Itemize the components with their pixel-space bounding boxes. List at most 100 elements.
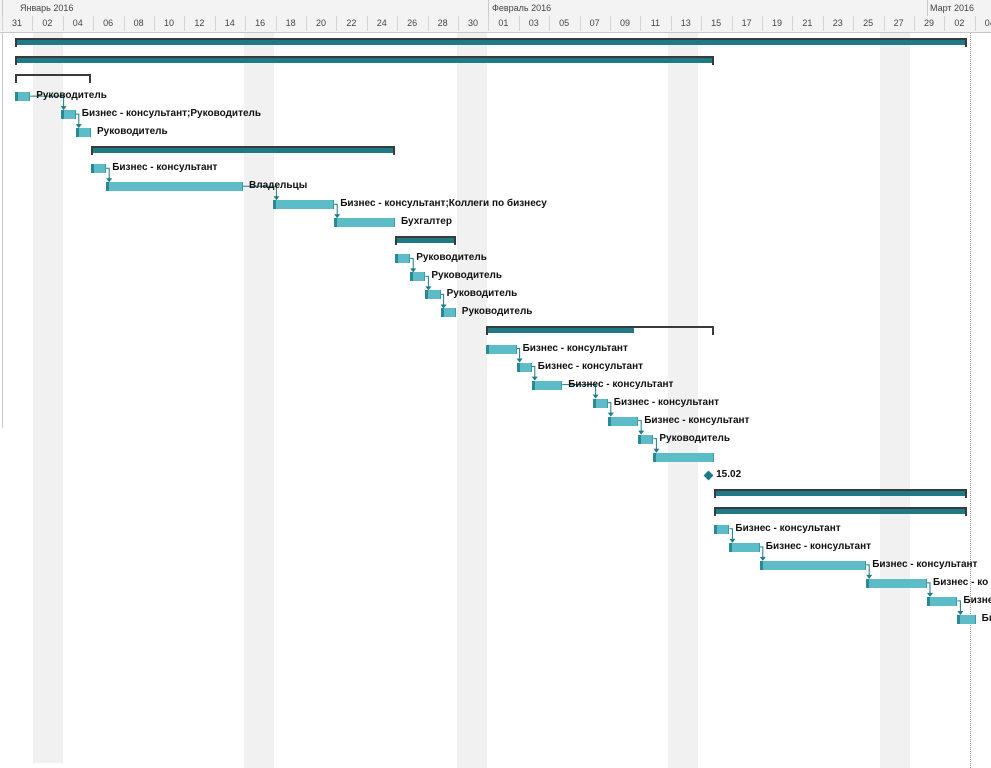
task-bar[interactable]	[60, 110, 76, 120]
task-bar[interactable]	[729, 542, 760, 552]
arrow-head	[653, 448, 660, 453]
resource-label: Руководитель	[446, 288, 518, 300]
timescale-day-label: 20	[315, 18, 326, 28]
task-bar[interactable]	[410, 272, 426, 282]
summary-task-bar[interactable]	[15, 38, 967, 47]
timescale-day-label: 13	[680, 18, 691, 28]
arrow-head	[410, 268, 417, 273]
summary-task-bar[interactable]	[486, 326, 715, 336]
nonworking-column	[457, 33, 487, 768]
task-bar[interactable]	[273, 200, 335, 210]
resource-label: Руководитель	[36, 90, 107, 102]
task-bar[interactable]	[927, 596, 958, 606]
summary-progress	[17, 58, 713, 64]
task-bar[interactable]	[334, 218, 395, 228]
task-progress	[927, 596, 930, 606]
dependency-arrow	[562, 384, 597, 397]
timescale-day-label: 01	[498, 18, 509, 28]
timescale-day-label: 26	[407, 18, 418, 28]
dependency-arrow	[425, 275, 429, 289]
dependency-arrow	[729, 528, 733, 541]
timescale-months-row: Январь 2016 Февраль 2016 Март 2016	[0, 0, 991, 16]
task-bar[interactable]	[759, 560, 867, 570]
day-divider	[184, 16, 186, 31]
timescale-day-label: 11	[650, 18, 661, 28]
summary-progress	[17, 40, 965, 45]
summary-task-bar[interactable]	[395, 236, 456, 246]
timescale-day-label: 06	[103, 18, 114, 28]
resource-label: Бизнес - ко	[933, 576, 989, 588]
timescale-day-label: 04	[72, 18, 83, 28]
task-progress	[425, 290, 429, 300]
task-bar[interactable]	[714, 524, 730, 534]
timescale-day-label: 16	[255, 18, 266, 28]
arrow-head	[273, 196, 280, 201]
task-bar[interactable]	[866, 578, 927, 588]
timescale-day-label: 04	[984, 18, 991, 28]
timescale-day-label: 09	[619, 18, 630, 28]
task-bar[interactable]	[440, 308, 456, 318]
day-divider	[488, 16, 490, 31]
task-bar[interactable]	[395, 254, 411, 264]
task-bar[interactable]	[607, 416, 639, 426]
arrow-head	[927, 592, 933, 597]
day-divider	[427, 16, 429, 31]
task-bar[interactable]	[486, 344, 517, 354]
resource-label: Владельцы	[249, 180, 308, 192]
arrow-head	[957, 610, 964, 615]
nonworking-column	[880, 33, 910, 768]
task-progress	[516, 362, 520, 372]
grid-border	[2, 33, 3, 428]
resource-label: Бизнес - консультант	[537, 360, 644, 372]
task-bar[interactable]	[531, 380, 563, 390]
task-bar[interactable]	[516, 362, 532, 372]
summary-task-bar[interactable]	[91, 146, 395, 156]
day-divider	[549, 16, 551, 31]
dependency-arrow	[927, 582, 931, 595]
task-progress	[395, 254, 398, 264]
task-bar[interactable]	[91, 164, 107, 174]
month-divider	[927, 0, 928, 16]
dependency-arrow	[410, 257, 414, 271]
arrow-head	[106, 178, 113, 183]
task-progress	[91, 164, 94, 174]
resource-label: Бизнес - консультант	[765, 540, 872, 552]
day-divider	[640, 16, 642, 31]
timescale-day-label: 12	[194, 18, 205, 28]
dependency-arrow	[30, 95, 65, 109]
task-bar[interactable]	[638, 434, 654, 444]
timescale-day-label: 22	[346, 18, 357, 28]
task-bar[interactable]	[75, 128, 91, 138]
timescale-day-label: 30	[467, 18, 478, 28]
dependency-arrow	[75, 113, 80, 127]
summary-task-bar[interactable]	[714, 506, 967, 516]
task-bar[interactable]	[15, 92, 31, 102]
summary-task-bar[interactable]	[15, 74, 91, 84]
summary-task-bar[interactable]	[714, 488, 967, 498]
dependency-arrow	[638, 420, 642, 433]
day-divider	[366, 16, 368, 31]
task-progress	[729, 542, 733, 552]
task-progress	[638, 434, 642, 444]
task-progress	[75, 128, 79, 138]
summary-task-bar[interactable]	[15, 56, 715, 66]
day-divider	[214, 16, 216, 31]
task-bar[interactable]	[425, 290, 441, 300]
task-bar[interactable]	[957, 614, 976, 624]
task-progress	[410, 272, 414, 282]
task-progress	[714, 524, 718, 534]
task-bar[interactable]	[106, 182, 243, 192]
day-divider	[2, 16, 3, 31]
dependency-arrow	[759, 546, 764, 559]
resource-label: Бизнес - консультант;Коллеги по бизнесу	[340, 198, 547, 210]
timescale-day-label: 27	[893, 18, 904, 28]
arrow-head	[638, 430, 645, 435]
resource-label: Бухгалтер	[401, 216, 452, 228]
arrow-head	[607, 412, 614, 417]
task-bar[interactable]	[592, 398, 608, 408]
task-bar[interactable]	[653, 452, 715, 462]
day-divider	[123, 16, 125, 31]
resource-label: Бизнес - консультант	[644, 414, 750, 426]
